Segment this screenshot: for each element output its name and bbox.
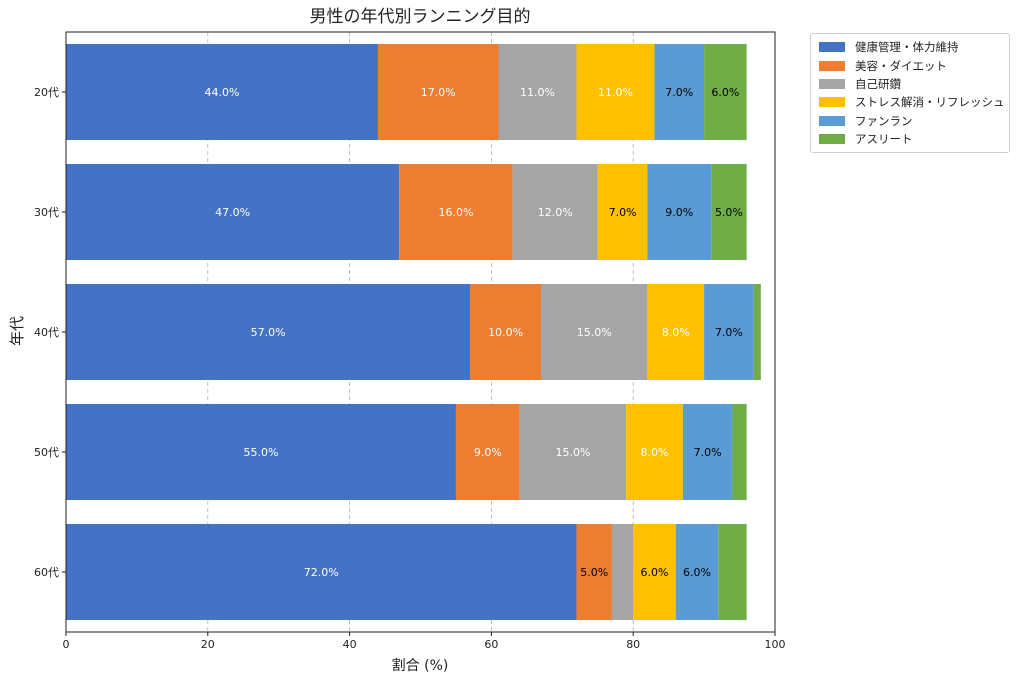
legend-swatch	[819, 60, 845, 71]
data-label: 6.0%	[640, 566, 668, 579]
bar-segment	[377, 44, 499, 140]
legend-swatch	[819, 97, 845, 108]
bar-segment	[541, 284, 648, 380]
y-tick-label: 60代	[34, 566, 59, 579]
data-label: 16.0%	[438, 206, 473, 219]
data-label: 7.0%	[609, 206, 637, 219]
bar-segment	[498, 44, 577, 140]
legend-item: ストレス解消・リフレッシュ	[819, 93, 1005, 111]
y-tick-label: 50代	[34, 446, 59, 459]
bar-segment	[512, 164, 598, 260]
bar-segment	[399, 164, 513, 260]
data-label: 72.0%	[304, 566, 339, 579]
legend-item: 美容・ダイエット	[819, 56, 1001, 74]
legend-label: ストレス解消・リフレッシュ	[855, 95, 1005, 110]
data-label: 57.0%	[251, 326, 286, 339]
data-label: 5.0%	[580, 566, 608, 579]
x-tick-label: 20	[201, 638, 215, 651]
legend-label: アスリート	[855, 132, 913, 147]
bar-segment	[66, 164, 400, 260]
data-label: 44.0%	[205, 86, 240, 99]
legend-swatch	[819, 134, 845, 145]
legend-item: ファンラン	[819, 112, 1001, 130]
bar-segment	[66, 404, 456, 500]
data-label: 15.0%	[577, 326, 612, 339]
legend-label: 美容・ダイエット	[855, 58, 947, 73]
bar-segment	[633, 524, 676, 620]
data-label: 5.0%	[715, 206, 743, 219]
bar-segment	[682, 404, 733, 500]
x-tick-label: 100	[765, 638, 786, 651]
legend-swatch	[819, 42, 845, 53]
legend-label: 自己研鑽	[855, 76, 901, 91]
data-label: 17.0%	[421, 86, 456, 99]
data-label: 10.0%	[488, 326, 523, 339]
x-tick-label: 60	[484, 638, 498, 651]
data-label: 9.0%	[474, 446, 502, 459]
bar-segment	[647, 164, 712, 260]
data-label: 15.0%	[555, 446, 590, 459]
data-label: 8.0%	[662, 326, 690, 339]
data-label: 11.0%	[598, 86, 633, 99]
x-tick-label: 80	[626, 638, 640, 651]
bar-segment	[455, 404, 520, 500]
bar-segment	[753, 284, 761, 380]
bar-segment	[732, 404, 747, 500]
data-label: 55.0%	[243, 446, 278, 459]
data-label: 47.0%	[215, 206, 250, 219]
x-tick-label: 40	[343, 638, 357, 651]
chart-title: 男性の年代別ランニング目的	[310, 7, 531, 27]
bar-segment	[718, 524, 747, 620]
data-label: 12.0%	[538, 206, 573, 219]
data-label: 6.0%	[711, 86, 739, 99]
x-tick-label: 0	[63, 638, 70, 651]
bar-segment	[611, 524, 634, 620]
data-label: 9.0%	[665, 206, 693, 219]
legend-swatch	[819, 78, 845, 89]
bar-segment	[576, 524, 612, 620]
legend-item: 自己研鑽	[819, 75, 1001, 93]
bar-segment	[711, 164, 747, 260]
legend-swatch	[819, 115, 845, 126]
bar-segment	[597, 164, 648, 260]
plot-frame	[65, 31, 776, 633]
y-tick-label: 40代	[34, 326, 59, 339]
legend-item: 健康管理・体力維持	[819, 38, 1001, 56]
bar-segment	[576, 44, 655, 140]
bar-segment	[675, 524, 719, 620]
y-axis-label: 年代	[8, 316, 26, 346]
data-label: 11.0%	[520, 86, 555, 99]
bar-segment	[704, 44, 747, 140]
bar-segment	[704, 284, 754, 380]
y-tick-label: 20代	[34, 86, 59, 99]
x-axis-label: 割合 (%)	[392, 657, 449, 674]
plot-area: 44.0% 17.0% 11.0% 11.0% 7.0% 6.0% 20代 47.0% 16.0…	[34, 31, 786, 651]
data-label: 6.0%	[683, 566, 711, 579]
legend-label: ファンラン	[855, 113, 913, 128]
bar-segment	[66, 284, 471, 380]
chart-legend: 健康管理・体力維持 美容・ダイエット 自己研鑽ストレス解消・リフレッシュ ファンランア…	[810, 33, 1010, 154]
bar-segment	[470, 284, 542, 380]
bar-segment	[626, 404, 683, 500]
bar-segment	[654, 44, 705, 140]
y-tick-label: 30代	[34, 206, 59, 219]
bar-segment	[66, 524, 577, 620]
bar-segment	[66, 44, 378, 140]
bar-segment	[647, 284, 705, 380]
data-label: 8.0%	[640, 446, 668, 459]
legend-item: アスリート	[819, 130, 1001, 148]
data-label: 7.0%	[694, 446, 722, 459]
legend-label: 健康管理・体力維持	[855, 40, 959, 55]
data-label: 7.0%	[665, 86, 693, 99]
data-label: 7.0%	[715, 326, 743, 339]
bar-segment	[519, 404, 627, 500]
